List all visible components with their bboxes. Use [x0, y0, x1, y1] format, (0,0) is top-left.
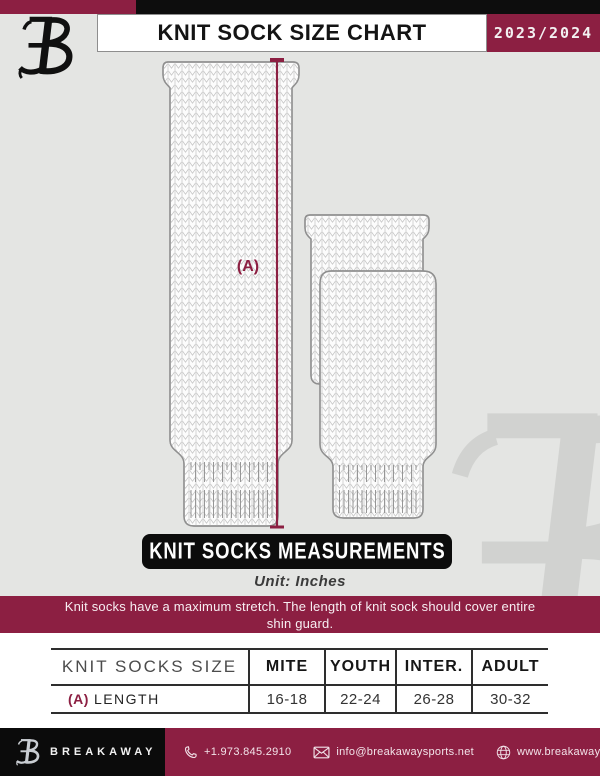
table-row-length-label: (A) LENGTH	[51, 686, 248, 712]
intermediate-sock-shape	[319, 270, 437, 519]
adult-sock-shape	[162, 61, 300, 527]
season-badge: 2023/2024	[487, 14, 600, 52]
phone-icon	[184, 745, 197, 758]
footer-email[interactable]: info@breakawaysports.net	[313, 746, 474, 759]
length-value-mite: 16-18	[248, 686, 324, 712]
footer: BREAKAWAY +1.973.845.2910 info@breakaway…	[0, 728, 600, 776]
stretch-note-text: Knit socks have a maximum stretch. The l…	[64, 598, 536, 631]
footer-brand-name: BREAKAWAY	[50, 746, 157, 758]
stretch-note-banner: Knit socks have a maximum stretch. The l…	[0, 596, 600, 633]
footer-brand-block: BREAKAWAY	[0, 728, 165, 776]
table-header-size: KNIT SOCKS SIZE	[51, 650, 248, 686]
breakaway-b-logo-icon	[14, 12, 78, 82]
season-label: 2023/2024	[493, 24, 594, 42]
footer-website[interactable]: www.breakawaysports.net	[496, 745, 600, 760]
measurements-banner: KNIT SOCKS MEASUREMENTS	[142, 534, 452, 569]
page-title-bar: KNIT SOCK SIZE CHART	[97, 14, 487, 52]
globe-icon	[496, 745, 511, 759]
table-header-inter: INTER.	[395, 650, 471, 686]
row-key-a: (A)	[68, 691, 89, 707]
unit-line: Unit: Inches	[0, 573, 600, 591]
footer-contact-block: +1.973.845.2910 info@breakawaysports.net…	[165, 728, 600, 776]
page-title: KNIT SOCK SIZE CHART	[157, 20, 427, 45]
measurements-banner-label: KNIT SOCKS MEASUREMENTS	[148, 538, 446, 564]
table-header-mite: MITE	[248, 650, 324, 686]
envelope-icon	[313, 746, 330, 758]
unit-label: Unit: Inches	[254, 573, 346, 590]
table-header-adult: ADULT	[471, 650, 548, 686]
footer-email-address: info@breakawaysports.net	[336, 746, 474, 758]
length-value-adult: 30-32	[471, 686, 548, 712]
size-table: KNIT SOCKS SIZE MITE YOUTH INTER. ADULT …	[51, 648, 548, 714]
row-label-length: LENGTH	[93, 691, 160, 707]
footer-b-logo-icon	[15, 737, 40, 767]
footer-phone-number: +1.973.845.2910	[204, 746, 292, 758]
knit-sock-diagram: (A)	[162, 58, 437, 529]
length-measurement-line	[270, 58, 284, 529]
length-value-inter: 26-28	[395, 686, 471, 712]
dimension-a-label: (A)	[237, 258, 259, 275]
top-accent-strip-black	[136, 0, 600, 14]
top-accent-strip-red	[0, 0, 136, 14]
footer-website-url: www.breakawaysports.net	[517, 746, 600, 758]
footer-phone[interactable]: +1.973.845.2910	[183, 745, 291, 760]
table-header-youth: YOUTH	[324, 650, 395, 686]
length-value-youth: 22-24	[324, 686, 395, 712]
